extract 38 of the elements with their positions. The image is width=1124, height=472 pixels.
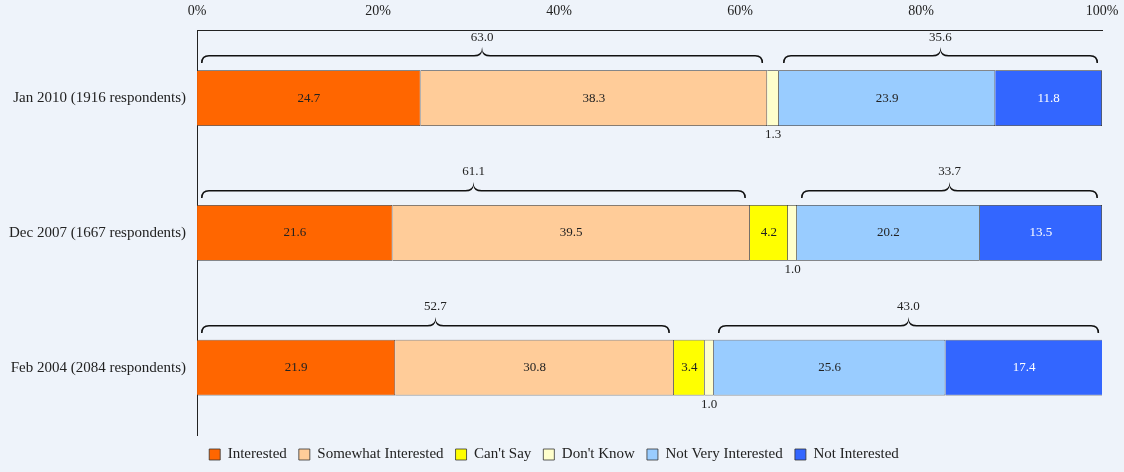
legend-label: Not Very Interested xyxy=(665,445,784,462)
legend-label: Can't Say xyxy=(474,445,532,462)
data-label: 21.9 xyxy=(284,359,308,375)
y-tick-label: Dec 2007 (1667 respondents) xyxy=(8,223,187,241)
data-label: 24.7 xyxy=(297,89,321,105)
data-label: 23.9 xyxy=(875,89,899,105)
data-label: 39.5 xyxy=(559,224,583,240)
data-label: 25.6 xyxy=(818,359,842,375)
data-label: 21.6 xyxy=(283,224,307,240)
data-label: 1.3 xyxy=(764,126,782,142)
legend-label: Somewhat Interested xyxy=(317,445,445,462)
data-label: 30.8 xyxy=(523,359,546,375)
x-tick-label: 20% xyxy=(365,3,392,19)
x-tick-label: 0% xyxy=(187,3,207,19)
y-tick-label: Feb 2004 (2084 respondents) xyxy=(10,358,187,376)
x-tick-label: 40% xyxy=(546,3,573,19)
legend-label: Not Interested xyxy=(813,445,900,462)
annotation: 63.0 xyxy=(470,28,494,44)
data-label: 20.2 xyxy=(877,224,900,240)
annotation: 33.7 xyxy=(938,163,962,179)
data-label: 3.4 xyxy=(681,359,698,375)
data-label: 4.2 xyxy=(760,224,778,240)
x-tick-label: 60% xyxy=(727,3,754,19)
data-label: 1.0 xyxy=(784,261,801,277)
legend-label: Don't Know xyxy=(561,445,636,462)
annotation: 52.7 xyxy=(424,298,448,314)
x-tick-label: 100% xyxy=(1085,3,1119,19)
data-label: 38.3 xyxy=(582,89,606,105)
legend-label: Interested xyxy=(227,445,288,462)
data-label: 11.8 xyxy=(1037,89,1060,105)
data-label: 1.0 xyxy=(701,395,718,411)
data-label: 17.4 xyxy=(1012,359,1037,375)
x-tick-label: 80% xyxy=(908,3,935,19)
annotation: 43.0 xyxy=(896,298,920,314)
data-label: 13.5 xyxy=(1029,224,1053,240)
annotation: 35.6 xyxy=(929,28,953,44)
annotation: 61.1 xyxy=(462,163,485,179)
y-tick-label: Jan 2010 (1916 respondents) xyxy=(13,89,187,107)
